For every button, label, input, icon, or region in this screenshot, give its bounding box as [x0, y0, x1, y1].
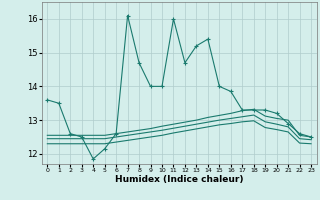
X-axis label: Humidex (Indice chaleur): Humidex (Indice chaleur) — [115, 175, 244, 184]
